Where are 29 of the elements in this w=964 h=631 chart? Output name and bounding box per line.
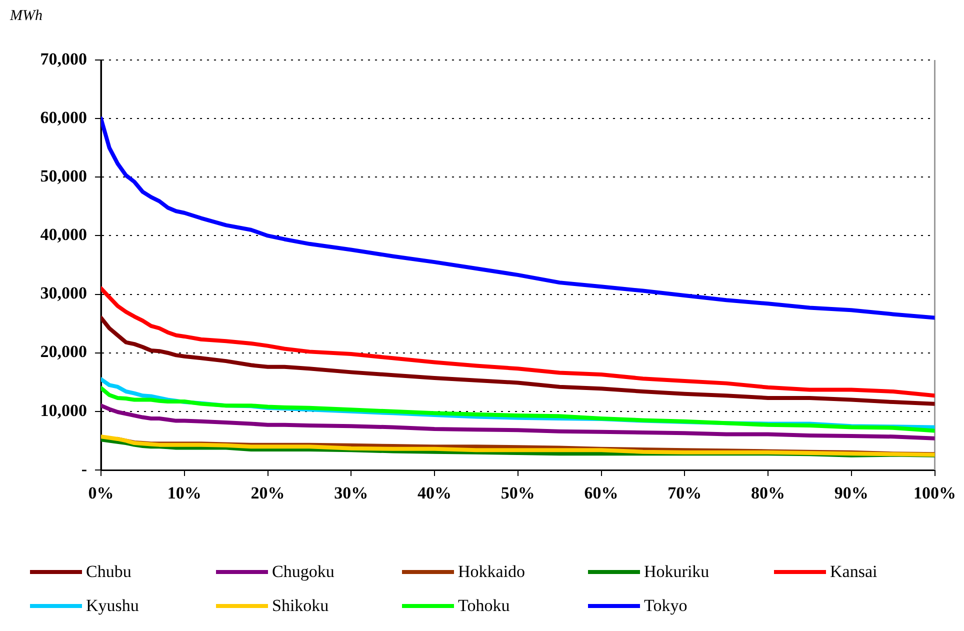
- y-tick-label: 30,000: [40, 284, 87, 303]
- x-tick-label: 50%: [500, 484, 535, 503]
- legend-label: Chugoku: [272, 562, 334, 582]
- legend-label: Tohoku: [458, 596, 510, 616]
- x-tick-label: 0%: [88, 484, 114, 503]
- x-tick-label: 30%: [334, 484, 368, 503]
- y-tick-label: 40,000: [40, 225, 87, 244]
- y-tick-label: 50,000: [40, 166, 87, 186]
- legend-label: Kyushu: [86, 596, 139, 616]
- legend-label: Hokkaido: [458, 562, 526, 582]
- y-tick-label: -: [81, 459, 88, 478]
- x-tick-label: 90%: [834, 484, 868, 503]
- y-tick-label: 70,000: [40, 49, 87, 68]
- y-tick-label: 10,000: [40, 400, 87, 420]
- legend-label: Kansai: [830, 562, 878, 582]
- legend-label: Tokyo: [644, 596, 688, 616]
- legend-label: Chubu: [86, 562, 132, 582]
- x-tick-label: 80%: [751, 484, 785, 503]
- x-tick-label: 100%: [914, 484, 956, 503]
- x-tick-label: 10%: [167, 484, 202, 503]
- y-tick-label: 60,000: [40, 108, 87, 127]
- legend-label: Shikoku: [272, 596, 329, 616]
- x-tick-label: 70%: [668, 484, 702, 503]
- y-tick-label: 20,000: [40, 342, 87, 362]
- y-axis-title: MWh: [10, 8, 42, 25]
- x-tick-label: 60%: [584, 484, 618, 503]
- x-tick-label: 20%: [250, 484, 285, 503]
- x-tick-label: 40%: [418, 484, 452, 503]
- legend-label: Hokuriku: [644, 562, 710, 582]
